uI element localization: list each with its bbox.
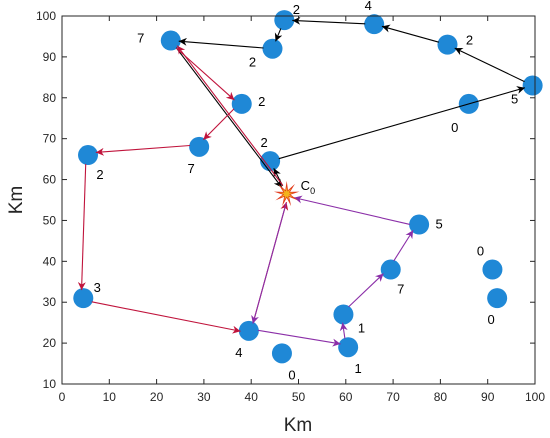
- y-tick-label: 60: [43, 173, 57, 187]
- point-label: 2: [293, 2, 300, 17]
- point-label: 2: [249, 55, 256, 70]
- customer-point: [487, 288, 508, 309]
- route-segment: [348, 273, 384, 308]
- route-segment: [454, 47, 525, 83]
- y-tick-label: 80: [43, 91, 57, 105]
- x-tick-label: 10: [103, 390, 117, 404]
- point-label: 4: [365, 0, 372, 13]
- customer-point: [231, 93, 252, 114]
- point-label: 2: [258, 94, 265, 109]
- point-label: 7: [397, 282, 404, 297]
- y-tick-label: 100: [36, 9, 56, 23]
- customer-point: [482, 259, 503, 280]
- route-segment: [339, 322, 348, 339]
- route-segment: [393, 229, 414, 262]
- x-axis-title: Km: [284, 415, 313, 436]
- customer-point: [238, 320, 259, 341]
- points-layer: 2 4 2 2 7 5 0 2 7 2 2 5 0 0 7 3 1 4 1 0: [73, 0, 543, 382]
- y-tick-label: 70: [43, 132, 57, 146]
- route-segment: [175, 47, 283, 188]
- x-tick-label: 80: [434, 390, 448, 404]
- route-segment: [176, 45, 284, 186]
- y-tick-label: 10: [43, 377, 57, 391]
- point-label: 1: [358, 320, 365, 335]
- depot-layer: C0: [273, 178, 315, 207]
- route-segment: [257, 329, 341, 347]
- route-segment: [202, 108, 235, 141]
- point-label: 4: [235, 345, 242, 360]
- y-tick-label: 20: [43, 336, 57, 350]
- customer-point: [160, 30, 181, 51]
- y-tick-label: 50: [43, 213, 57, 227]
- plot-frame: [61, 15, 536, 385]
- customer-point: [73, 288, 94, 309]
- customer-point: [262, 38, 283, 59]
- depot-label-main: C: [301, 178, 310, 193]
- point-label: 5: [435, 217, 442, 232]
- route-segment: [178, 37, 264, 49]
- point-label: 0: [477, 244, 484, 259]
- customer-point: [333, 304, 354, 325]
- x-tick-label: 70: [386, 390, 400, 404]
- y-axis-title: Km: [6, 186, 27, 215]
- route-segment: [175, 47, 235, 101]
- point-label: 0: [488, 312, 495, 327]
- customer-point: [364, 14, 385, 35]
- route-segment: [381, 24, 439, 43]
- route-segment: [77, 163, 87, 291]
- route-segment: [251, 202, 287, 324]
- customer-point: [409, 214, 430, 235]
- x-tick-label: 0: [59, 390, 66, 404]
- x-tick-label: 100: [525, 390, 545, 404]
- customer-point: [437, 34, 458, 55]
- point-label: 0: [288, 367, 295, 382]
- customer-point: [271, 343, 292, 364]
- y-tick-label: 90: [43, 50, 57, 64]
- point-label: 2: [96, 167, 103, 182]
- x-tick-label: 30: [197, 390, 211, 404]
- route-segment: [91, 301, 241, 334]
- route-segment: [293, 195, 411, 225]
- x-tick-label: 60: [339, 390, 353, 404]
- point-label: 5: [511, 92, 518, 107]
- x-tick-label: 40: [245, 390, 259, 404]
- axes-layer: 0 10 20 30 40 50 60 70 80 90 100102030405060708090…: [36, 9, 545, 404]
- route-segment: [292, 16, 366, 25]
- point-label: 3: [94, 280, 101, 295]
- y-tick-label: 30: [43, 295, 57, 309]
- depot-star-core: [279, 186, 294, 201]
- point-label: 7: [188, 161, 195, 176]
- customer-point: [189, 136, 210, 157]
- customer-point: [78, 145, 99, 166]
- route-segment: [278, 86, 526, 160]
- x-tick-label: 20: [150, 390, 164, 404]
- depot-label: C0: [301, 178, 315, 196]
- point-label: 2: [466, 33, 473, 48]
- customer-point: [338, 337, 359, 358]
- point-label: 2: [261, 135, 268, 150]
- x-tick-label: 90: [481, 390, 495, 404]
- customer-point: [522, 75, 543, 96]
- y-tick-label: 40: [43, 254, 57, 268]
- point-label: 1: [355, 361, 362, 376]
- depot-label-subscript: 0: [310, 186, 315, 196]
- customer-point: [380, 259, 401, 280]
- point-label: 7: [137, 31, 144, 46]
- route-segment: [274, 28, 283, 42]
- point-label: 0: [451, 120, 458, 135]
- route-segment: [95, 144, 191, 156]
- x-tick-label: 50: [292, 390, 306, 404]
- customer-point: [274, 10, 295, 31]
